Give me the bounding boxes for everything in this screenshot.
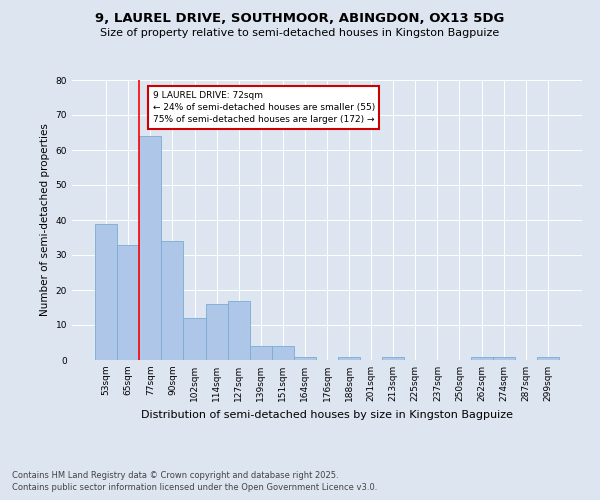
Text: 9, LAUREL DRIVE, SOUTHMOOR, ABINGDON, OX13 5DG: 9, LAUREL DRIVE, SOUTHMOOR, ABINGDON, OX… (95, 12, 505, 26)
Bar (250, 346, 272, 360)
Bar (117, 244, 139, 360)
Text: Contains public sector information licensed under the Open Government Licence v3: Contains public sector information licen… (12, 484, 377, 492)
Bar (161, 241, 184, 360)
Bar (272, 346, 294, 360)
Bar (139, 136, 161, 360)
Text: Contains HM Land Registry data © Crown copyright and database right 2025.: Contains HM Land Registry data © Crown c… (12, 471, 338, 480)
Bar (493, 356, 515, 360)
Bar (338, 356, 360, 360)
Y-axis label: Number of semi-detached properties: Number of semi-detached properties (40, 124, 50, 316)
Bar (470, 356, 493, 360)
Text: Size of property relative to semi-detached houses in Kingston Bagpuize: Size of property relative to semi-detach… (100, 28, 500, 38)
Bar (184, 318, 206, 360)
Bar (227, 300, 250, 360)
X-axis label: Distribution of semi-detached houses by size in Kingston Bagpuize: Distribution of semi-detached houses by … (141, 410, 513, 420)
Text: 9 LAUREL DRIVE: 72sqm
← 24% of semi-detached houses are smaller (55)
75% of semi: 9 LAUREL DRIVE: 72sqm ← 24% of semi-deta… (152, 90, 375, 124)
Bar (206, 304, 227, 360)
Bar (537, 356, 559, 360)
Bar (294, 356, 316, 360)
Bar (382, 356, 404, 360)
Bar (95, 224, 117, 360)
